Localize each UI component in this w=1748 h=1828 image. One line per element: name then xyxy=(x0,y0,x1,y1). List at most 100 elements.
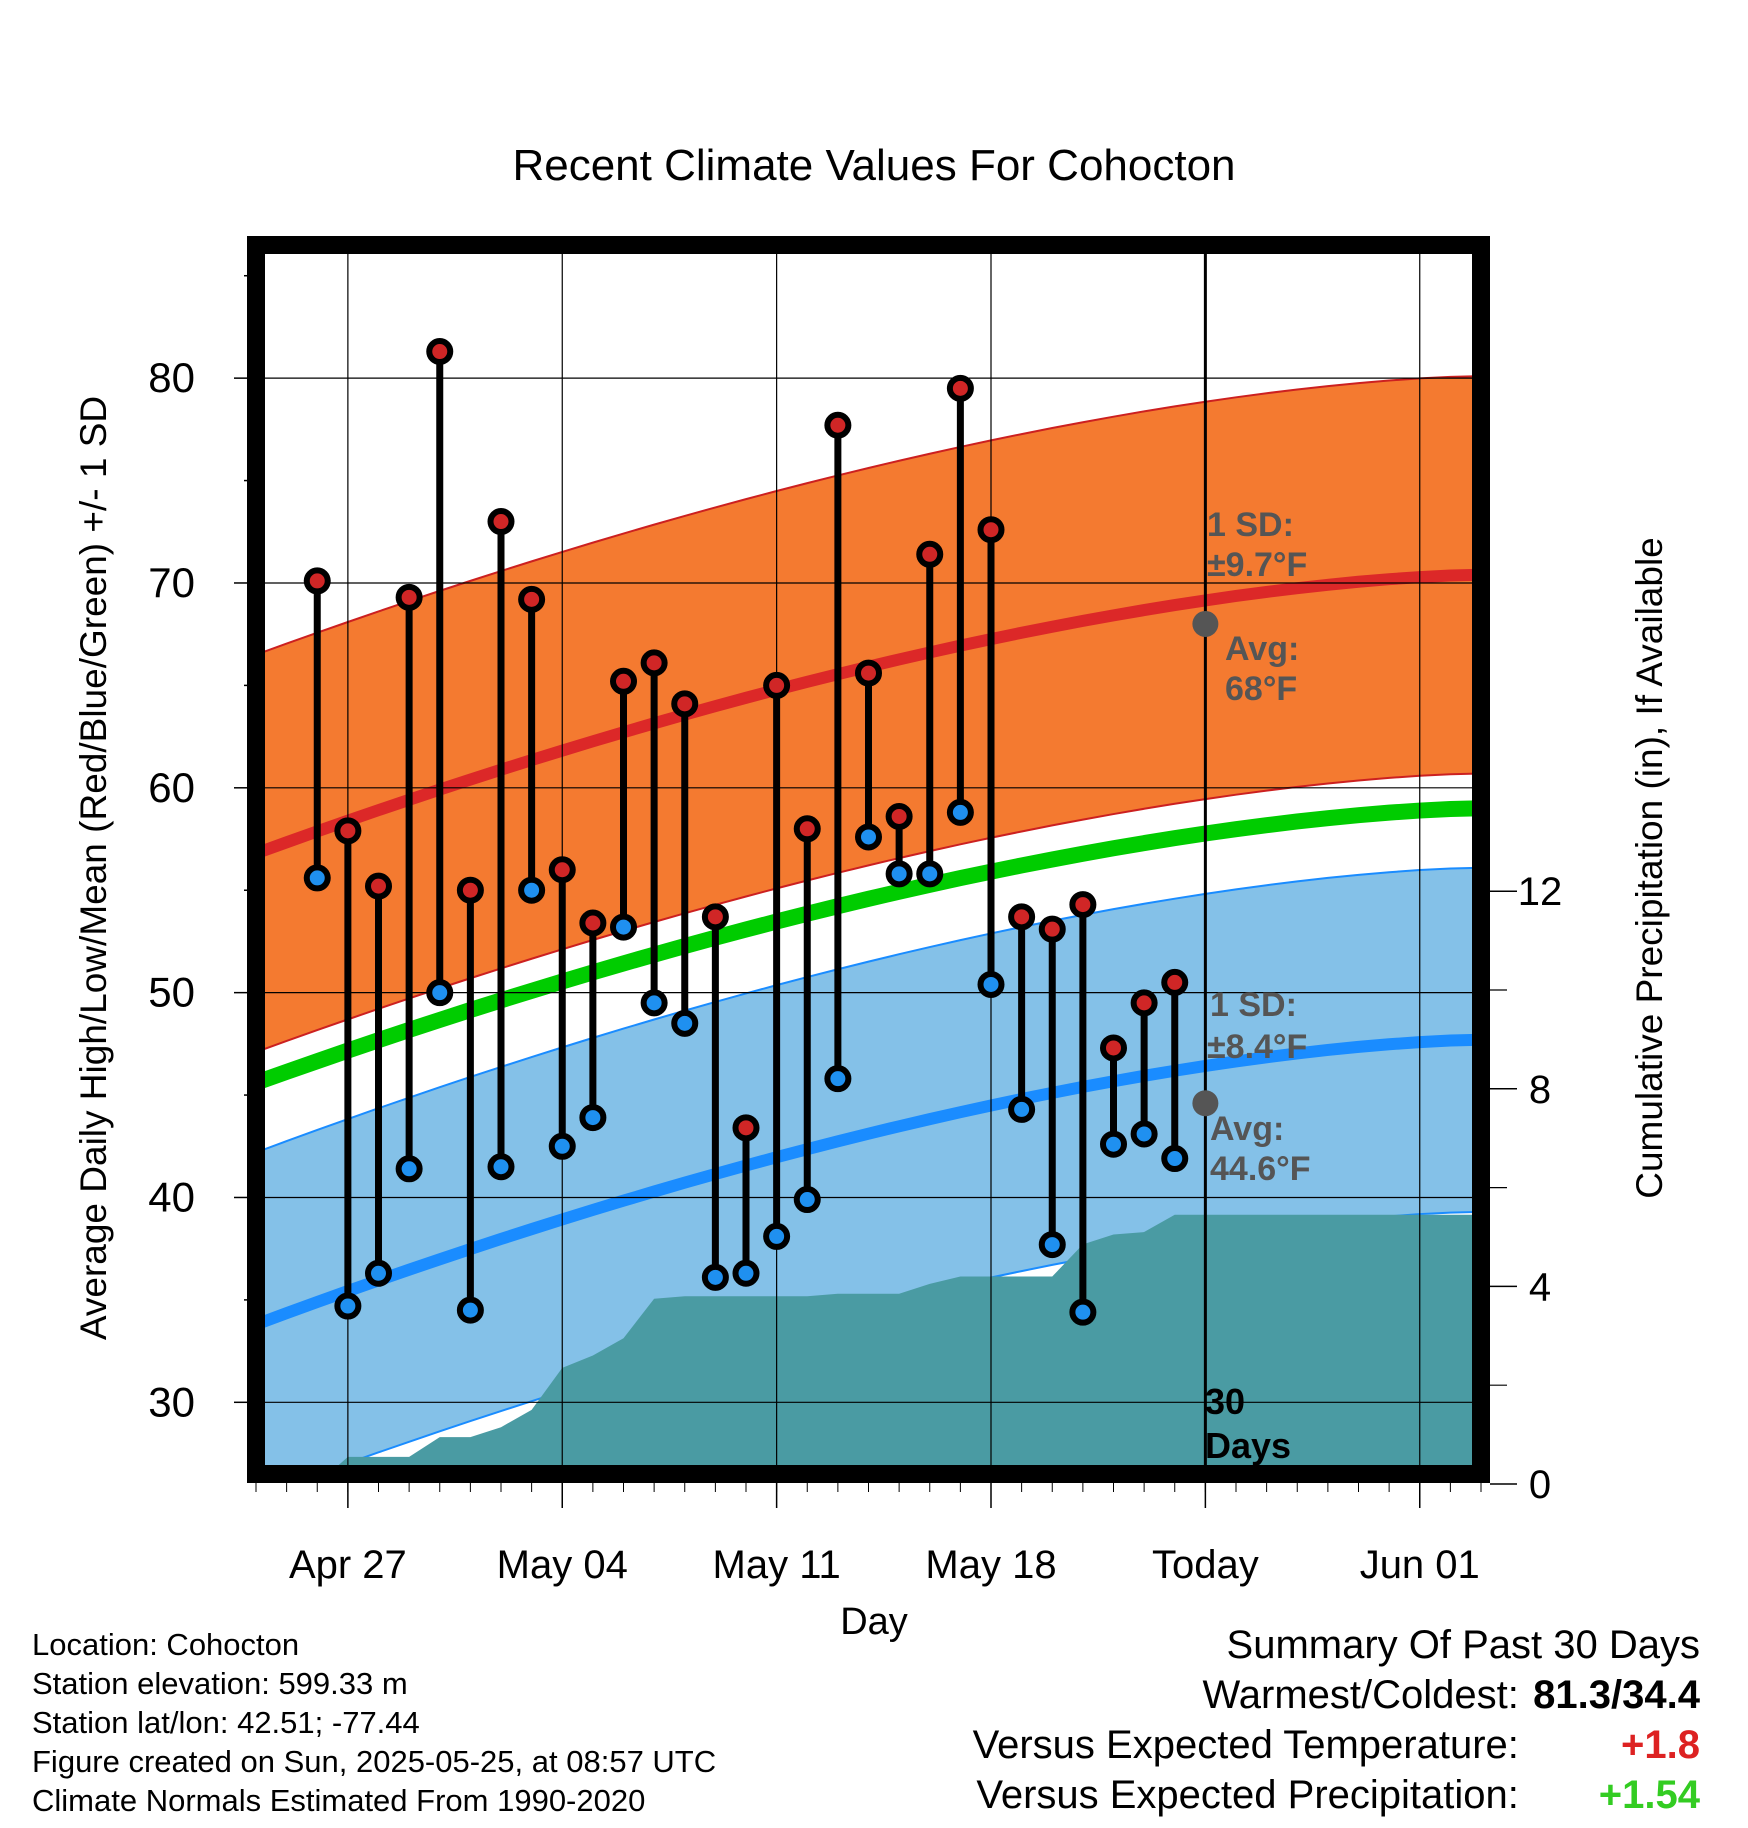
daily-high-point xyxy=(518,585,546,613)
y-tick-label: 30 xyxy=(148,1378,195,1425)
daily-low-point xyxy=(395,1155,423,1183)
y2-tick-label: 0 xyxy=(1529,1463,1551,1507)
daily-high-point xyxy=(701,903,729,931)
daily-low-point xyxy=(855,823,882,851)
daily-low-point xyxy=(916,860,944,888)
y-tick-label: 60 xyxy=(148,764,195,811)
daily-high-point xyxy=(763,671,791,699)
daily-high-point xyxy=(579,909,607,937)
daily-low-point xyxy=(701,1263,729,1291)
daily-high-point xyxy=(885,802,913,830)
y2-tick-label: 8 xyxy=(1529,1068,1551,1112)
y-tick-label: 80 xyxy=(148,354,195,401)
daily-low-point xyxy=(793,1186,821,1214)
x-axis-label: Day xyxy=(840,1601,908,1643)
daily-high-point xyxy=(640,649,668,677)
daily-high-point xyxy=(303,567,331,595)
y-tick-label: 40 xyxy=(148,1173,195,1220)
daily-low-point xyxy=(1161,1145,1189,1173)
low-avg-label: Avg: xyxy=(1210,1110,1284,1148)
high-band-upper-edge xyxy=(256,375,1481,656)
temp-value: +1.8 xyxy=(1621,1723,1700,1767)
daily-high-point xyxy=(793,815,821,843)
high-avg-value: 68°F xyxy=(1225,670,1297,708)
daily-low-point xyxy=(518,876,546,904)
daily-high-point xyxy=(824,411,852,439)
daily-high-point xyxy=(395,583,423,611)
station-info: Location: Cohocton Station elevation: 59… xyxy=(32,1625,716,1820)
high-sd-label: 1 SD: xyxy=(1207,506,1294,544)
today-avg-high-marker xyxy=(1192,610,1219,637)
y2-tick-label: 12 xyxy=(1518,870,1563,914)
daily-high-point xyxy=(1161,968,1189,996)
low-avg-value: 44.6°F xyxy=(1210,1150,1311,1188)
daily-high-point xyxy=(1130,989,1158,1017)
x-tick-label: Jun 01 xyxy=(1360,1543,1480,1587)
plot-content xyxy=(256,245,1481,1474)
daily-low-point xyxy=(1130,1120,1158,1148)
x-tick-label: Today xyxy=(1152,1543,1259,1587)
x-tick-label: May 04 xyxy=(497,1543,628,1587)
daily-high-point xyxy=(946,374,974,402)
daily-high-point xyxy=(426,338,454,366)
summary-warm-cold: Warmest/Coldest: 81.3/34.4 xyxy=(973,1670,1701,1720)
daily-low-point xyxy=(885,860,913,888)
daily-low-point xyxy=(548,1132,576,1160)
avg-low-line xyxy=(256,1033,1481,1331)
plot-frame xyxy=(247,236,1490,1483)
x-tick-label: Apr 27 xyxy=(289,1543,407,1587)
daily-low-point xyxy=(303,864,331,892)
x-tick-label: May 11 xyxy=(713,1543,841,1587)
y-axis-label: Average Daily High/Low/Mean (Red/Blue/Gr… xyxy=(73,396,114,1340)
daily-low-point xyxy=(426,979,454,1007)
days-count: 30 xyxy=(1205,1381,1245,1422)
axes: 30 40 50 60 70 80 0 4 8 12 Apr 27 May 04 May 11 May 1… xyxy=(148,236,1563,1587)
mean-line xyxy=(256,800,1481,1091)
summary-panel: Summary Of Past 30 Days Warmest/Coldest:… xyxy=(973,1620,1700,1820)
plot-area xyxy=(256,245,1481,1474)
summary-title: Summary Of Past 30 Days xyxy=(1226,1623,1700,1667)
daily-low-point xyxy=(763,1222,791,1250)
chart-title: Recent Climate Values For Cohocton xyxy=(512,141,1235,190)
daily-low-point xyxy=(579,1104,607,1132)
daily-high-point xyxy=(548,856,576,884)
high-band-lower-edge xyxy=(256,772,1481,1053)
daily-high-point xyxy=(487,508,515,536)
elevation-text: Station elevation: 599.33 m xyxy=(32,1666,408,1701)
low-band-upper-edge xyxy=(256,866,1481,1154)
daily-low-point xyxy=(946,798,974,826)
daily-high-point xyxy=(1038,915,1066,943)
summary-precip: Versus Expected Precipitation: +1.54 xyxy=(973,1770,1700,1820)
daily-high-point xyxy=(1069,891,1097,919)
daily-low-point xyxy=(1069,1298,1097,1326)
daily-low-point xyxy=(1038,1231,1066,1259)
daily-low-point xyxy=(671,1009,699,1037)
normals-text: Climate Normals Estimated From 1990-2020 xyxy=(32,1783,646,1818)
y-tick-label: 70 xyxy=(148,559,195,606)
daily-low-point xyxy=(365,1259,392,1287)
low-sd-value: ±8.4°F xyxy=(1207,1028,1307,1066)
location-text: Location: Cohocton xyxy=(32,1627,300,1662)
precip-value: +1.54 xyxy=(1598,1773,1700,1817)
daily-low-point xyxy=(1100,1130,1127,1158)
daily-high-point xyxy=(671,690,699,718)
daily-low-point xyxy=(640,989,668,1017)
daily-low-point xyxy=(1008,1095,1036,1123)
y2-tick-label: 4 xyxy=(1529,1265,1551,1309)
precip-area xyxy=(328,1214,1481,1474)
days-word: Days xyxy=(1205,1425,1291,1466)
warm-cold-label: Warmest/Coldest: xyxy=(1202,1673,1519,1717)
temp-label: Versus Expected Temperature: xyxy=(972,1723,1519,1767)
precip-label: Versus Expected Precipitation: xyxy=(976,1773,1519,1817)
daily-low-point xyxy=(732,1259,760,1287)
daily-low-point xyxy=(487,1153,515,1181)
daily-high-point xyxy=(916,540,944,568)
high-sd-value: ±9.7°F xyxy=(1207,546,1307,584)
x-tick-label: May 18 xyxy=(925,1543,1056,1587)
daily-low-point xyxy=(334,1292,362,1320)
latlon-text: Station lat/lon: 42.51; -77.44 xyxy=(32,1705,420,1740)
daily-high-point xyxy=(334,817,362,845)
daily-high-point xyxy=(456,876,484,904)
daily-high-point xyxy=(732,1114,760,1142)
